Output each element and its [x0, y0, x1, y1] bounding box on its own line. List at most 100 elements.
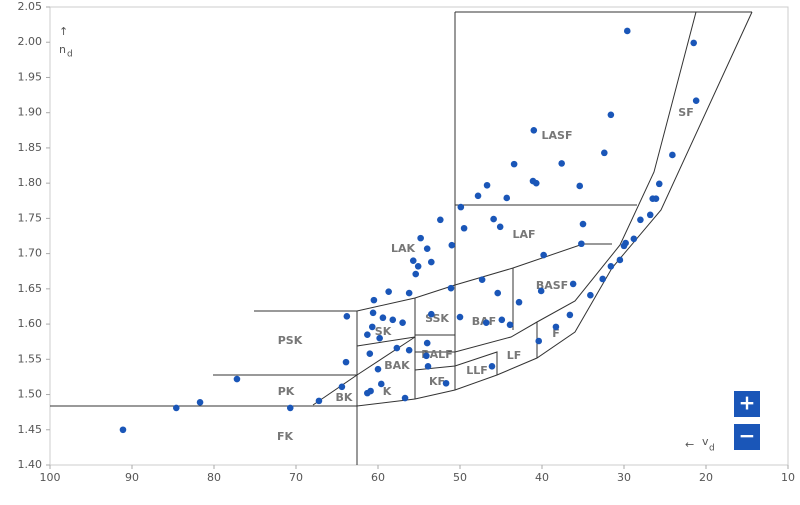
glass-point: [601, 149, 608, 157]
y-tick-label: 2.05: [18, 0, 43, 13]
glass-point: [532, 179, 540, 187]
x-tick-label: 30: [617, 471, 631, 484]
region-label: LAF: [512, 228, 535, 241]
glass-point: [389, 316, 397, 324]
glass-point: [587, 291, 594, 299]
y-axis-arrow: ↑: [59, 25, 68, 38]
glass-point: [510, 160, 518, 168]
x-tick-label: 100: [40, 471, 61, 484]
glass-point: [315, 397, 323, 405]
glass-point: [482, 319, 490, 326]
glass-point: [233, 375, 241, 383]
glass-point: [385, 288, 392, 295]
y-tick-label: 2.00: [18, 35, 43, 48]
y-tick-label: 1.50: [18, 388, 43, 401]
region-label: PSK: [278, 334, 303, 347]
glass-point: [342, 358, 350, 366]
region-label: BASF: [536, 279, 568, 292]
glass-point: [496, 223, 504, 231]
x-tick-label: 20: [699, 471, 713, 484]
x-tick-label: 10: [781, 471, 795, 484]
glass-point: [622, 239, 629, 247]
glass-point: [616, 256, 624, 264]
y-tick-label: 1.85: [18, 141, 43, 154]
region-label: LASF: [542, 129, 573, 142]
glass-point: [447, 284, 455, 292]
glass-point: [599, 275, 606, 283]
glass-point: [460, 224, 468, 232]
glass-point: [364, 331, 371, 338]
y-tick-label: 1.70: [18, 247, 43, 260]
glass-point: [428, 258, 435, 266]
zoom-out-label[interactable]: −: [739, 424, 756, 448]
glass-point: [655, 180, 663, 188]
glass-point: [623, 27, 631, 35]
y-tick-label: 1.60: [18, 317, 43, 330]
glass-point: [343, 313, 351, 320]
x-tick-label: 70: [289, 471, 303, 484]
y-tick-label: 1.55: [18, 352, 43, 365]
glass-point: [364, 389, 371, 397]
y-tick-label: 1.80: [18, 176, 43, 189]
region-label: BAK: [384, 359, 410, 372]
glass-point: [442, 379, 450, 387]
glass-point: [506, 321, 514, 329]
glass-point: [566, 311, 574, 319]
region-label: K: [383, 385, 392, 398]
glass-point: [576, 182, 584, 190]
glass-point: [366, 350, 374, 357]
glass-point: [424, 363, 432, 370]
x-tick-label: 80: [207, 471, 221, 484]
glass-point: [374, 365, 382, 373]
glass-point: [490, 215, 497, 223]
glass-point: [515, 298, 523, 306]
glass-point: [537, 287, 545, 295]
glass-point: [690, 39, 697, 47]
region-label: BALF: [421, 348, 452, 361]
glass-point: [478, 276, 486, 283]
x-tick-label: 60: [371, 471, 385, 484]
glass-point: [630, 235, 638, 243]
x-tick-label: 90: [125, 471, 139, 484]
glass-point: [423, 245, 431, 252]
y-tick-label: 1.90: [18, 106, 43, 119]
glass-point: [412, 270, 420, 278]
glass-point: [483, 181, 491, 189]
glass-point: [457, 203, 465, 211]
glass-point: [494, 289, 502, 297]
glass-point: [530, 127, 538, 134]
x-axis-symbol: v: [702, 435, 709, 448]
glass-point: [399, 319, 406, 326]
glass-point: [428, 310, 435, 318]
x-tick-label: 40: [535, 471, 549, 484]
zoom-out-button[interactable]: [734, 424, 760, 450]
glass-point: [448, 241, 456, 249]
zoom-in-button[interactable]: [734, 391, 760, 417]
glass-point: [369, 309, 377, 317]
glass-point: [569, 280, 577, 288]
glass-point: [535, 337, 543, 345]
region-label: SK: [375, 325, 392, 338]
glass-point: [172, 404, 180, 412]
region-label: KF: [429, 375, 445, 388]
glass-point: [540, 251, 547, 259]
glass-point: [405, 289, 413, 297]
glass-point: [558, 160, 565, 167]
region-label: LF: [507, 349, 522, 362]
y-tick-label: 1.40: [18, 458, 43, 471]
y-axis-symbol: n: [59, 43, 66, 56]
region-label: LLF: [466, 364, 488, 377]
region-label: LAK: [391, 242, 416, 255]
glass-point: [579, 220, 587, 228]
zoom-in-label[interactable]: +: [739, 391, 756, 415]
glass-point: [376, 334, 383, 342]
x-axis-arrow: ←: [685, 438, 694, 451]
glass-point: [405, 346, 413, 354]
glass-point: [423, 339, 431, 347]
glass-point: [409, 257, 417, 264]
glass-point: [286, 404, 294, 412]
glass-point: [552, 323, 560, 331]
glass-point: [607, 262, 615, 270]
glass-point: [368, 323, 376, 331]
